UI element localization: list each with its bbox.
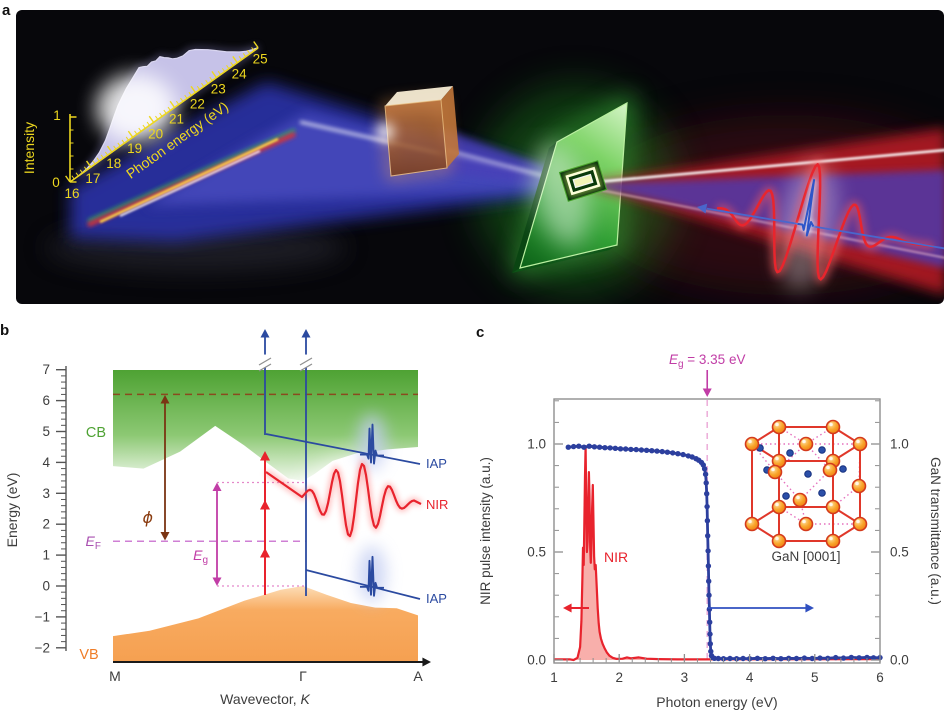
svg-text:Photon energy (eV): Photon energy (eV): [656, 694, 777, 710]
svg-text:23: 23: [211, 81, 226, 96]
band-structure-plot: ϕ Eg IAP IAP NIR 7 6 5 4 3 2 1 0 −1 −2 Energy (eV) M Γ A Wa…: [4, 329, 448, 707]
svg-text:Intensity: Intensity: [21, 122, 37, 174]
svg-text:17: 17: [85, 171, 100, 186]
reference-lines: [113, 393, 418, 587]
svg-text:1.0: 1.0: [890, 437, 909, 452]
panel-b-letter: b: [0, 322, 10, 339]
svg-text:1: 1: [42, 548, 50, 563]
svg-text:5: 5: [42, 424, 50, 439]
gan-crystal-inset: GaN [0001]: [744, 419, 868, 564]
left-axis: 0.0 0.5 1.0 NIR pulse intensity (a.u.): [478, 400, 563, 668]
panel-c-letter: c: [476, 324, 485, 341]
svg-text:ϕ: ϕ: [142, 508, 153, 527]
svg-text:21: 21: [169, 111, 184, 126]
svg-text:GaN [0001]: GaN [0001]: [771, 549, 840, 564]
nir-spectrum-series: NIR: [554, 445, 881, 662]
sample-slit: [558, 160, 608, 202]
plot-frame: [553, 398, 881, 664]
x-axis: 1 2 3 4 5 6 Photon energy (eV): [550, 654, 884, 710]
svg-text:0.0: 0.0: [527, 653, 546, 668]
svg-text:18: 18: [106, 156, 121, 171]
svg-text:NIR: NIR: [426, 497, 448, 512]
svg-text:A: A: [413, 668, 423, 684]
nir-transition-arrows: [260, 451, 270, 595]
svg-text:IAP: IAP: [426, 591, 447, 606]
photoemission-lines: [258, 329, 313, 596]
svg-text:3: 3: [681, 670, 689, 685]
svg-text:NIR pulse intensity (a.u.): NIR pulse intensity (a.u.): [478, 457, 493, 605]
svg-text:IAP: IAP: [426, 456, 447, 471]
svg-text:0.5: 0.5: [527, 545, 546, 560]
svg-text:25: 25: [253, 52, 268, 67]
iap-upper: IAP: [265, 423, 447, 471]
nir-waveform: [697, 158, 944, 291]
svg-text:−2: −2: [35, 640, 50, 655]
svg-text:22: 22: [190, 96, 205, 111]
panel-b-band-diagram: ϕ Eg IAP IAP NIR 7 6 5 4 3 2 1 0 −1 −2 Energy (eV) M Γ A Wa…: [0, 320, 470, 716]
svg-text:19: 19: [127, 141, 142, 156]
valence-band: [113, 586, 418, 662]
dispersed-spectrum-streak: [87, 128, 296, 228]
svg-text:EF: EF: [86, 533, 101, 552]
svg-text:Eg: Eg: [193, 547, 208, 566]
metal-filter-plate: [376, 86, 459, 180]
svg-text:1.0: 1.0: [527, 437, 546, 452]
iap-lower: IAP: [305, 555, 447, 606]
energy-axis: 7 6 5 4 3 2 1 0 −1 −2 Energy (eV): [4, 362, 67, 655]
svg-text:20: 20: [148, 126, 163, 141]
svg-text:VB: VB: [79, 647, 98, 663]
transmittance-plot: Eg = 3.35 eV NIR 1 2 3 4 5 6 Photon energy (eV) 0…: [478, 352, 943, 710]
svg-text:7: 7: [42, 362, 50, 377]
svg-text:2: 2: [615, 670, 623, 685]
svg-text:NIR: NIR: [604, 549, 628, 565]
svg-text:0.0: 0.0: [890, 653, 909, 668]
svg-text:6: 6: [876, 670, 884, 685]
right-axis: 0.0 0.5 1.0 GaN transmittance (a.u.): [871, 400, 943, 668]
svg-text:Energy (eV): Energy (eV): [4, 473, 20, 548]
svg-text:1: 1: [53, 108, 61, 123]
svg-text:−1: −1: [35, 609, 50, 624]
svg-text:Γ: Γ: [299, 668, 307, 684]
svg-text:4: 4: [42, 455, 50, 470]
panel-c-transmittance-chart: Eg = 3.35 eV NIR 1 2 3 4 5 6 Photon energy (eV) 0…: [470, 320, 946, 716]
svg-text:0: 0: [42, 579, 50, 594]
svg-text:16: 16: [64, 186, 79, 201]
work-function-arrow: ϕ: [142, 395, 170, 541]
svg-text:0.5: 0.5: [890, 545, 909, 560]
svg-text:6: 6: [42, 393, 50, 408]
svg-text:4: 4: [746, 670, 754, 685]
svg-text:5: 5: [811, 670, 819, 685]
panel-a-illustration: 16 17 18 19 20 21 22 23 24 25 0 1 Intensity Photon en…: [16, 10, 944, 304]
panel-a-letter: a: [2, 2, 11, 19]
svg-text:0: 0: [52, 175, 60, 190]
svg-text:2: 2: [42, 517, 50, 532]
band-labels: CB VB EF: [79, 425, 106, 663]
wavevector-axis: M Γ A Wavevector, K: [109, 657, 431, 707]
svg-text:Eg = 3.35 eV: Eg = 3.35 eV: [669, 352, 746, 370]
svg-text:M: M: [109, 668, 121, 684]
svg-text:CB: CB: [86, 425, 106, 441]
svg-text:1: 1: [550, 670, 558, 685]
bandgap-arrow: Eg: [193, 482, 222, 586]
svg-text:GaN transmittance (a.u.): GaN transmittance (a.u.): [928, 457, 943, 605]
svg-text:3: 3: [42, 486, 50, 501]
svg-text:Wavevector, K: Wavevector, K: [220, 691, 310, 707]
eg-annotation: Eg = 3.35 eV: [669, 352, 746, 661]
nir-wave: NIR: [264, 458, 448, 542]
transmittance-series: [565, 443, 883, 662]
svg-text:24: 24: [232, 67, 248, 82]
